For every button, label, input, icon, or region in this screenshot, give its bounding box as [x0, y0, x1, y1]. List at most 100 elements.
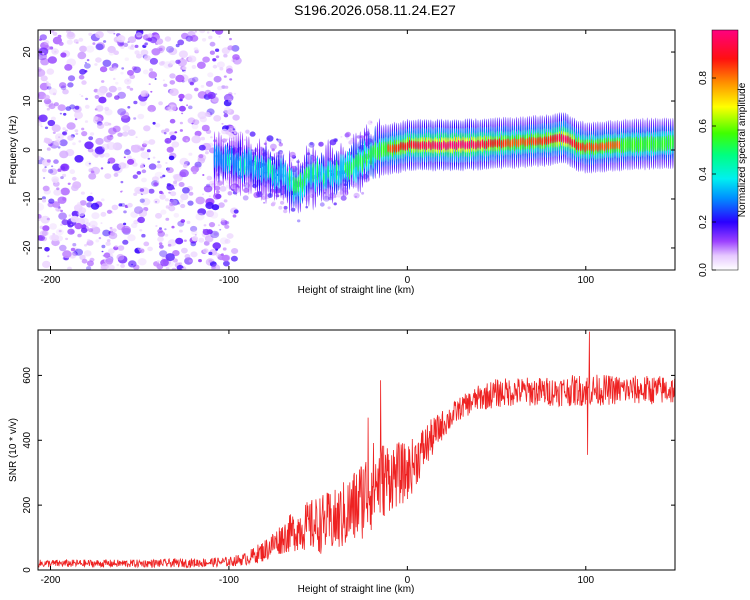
spectrogram-cell — [393, 144, 396, 153]
spectrogram-cell — [81, 258, 88, 264]
spectrogram-cell — [229, 37, 232, 41]
spectrogram-cell — [345, 131, 351, 137]
spectrogram-cell — [562, 134, 565, 143]
spectrogram-cell — [85, 161, 92, 167]
spectrogram-cell — [40, 75, 48, 82]
spectrogram-cell — [38, 114, 48, 123]
spectrogram-cell — [177, 220, 185, 227]
spectrogram-cell — [154, 78, 157, 80]
spectrogram-cell — [66, 122, 76, 130]
spectrogram-cell — [340, 136, 343, 138]
spectrogram-cell — [48, 198, 55, 204]
spectrogram-cell — [329, 160, 332, 186]
spectrogram-cell — [157, 228, 163, 234]
spectrogram-cell — [318, 141, 324, 147]
spectrogram-cell — [120, 202, 126, 207]
spectrogram-cell — [590, 142, 593, 152]
spectrogram-cell — [577, 141, 580, 151]
spectrogram-cell — [79, 68, 87, 75]
spectrogram-cell — [582, 142, 584, 151]
spectrogram-cell — [90, 166, 101, 175]
y-tick-label: -20 — [22, 240, 33, 255]
spectrogram-cell — [181, 80, 185, 83]
spectrogram-cell — [316, 161, 319, 181]
spectrogram-cell — [108, 85, 117, 93]
spectrogram-cell — [620, 137, 623, 154]
spectrogram-cell — [169, 60, 176, 66]
spectrogram-cell — [197, 111, 207, 120]
spectrogram-cell — [86, 195, 94, 202]
spectrogram-cell — [120, 71, 124, 75]
y-tick-label: 0 — [22, 567, 33, 573]
spectrogram-cell — [79, 93, 82, 96]
spectrogram-cell — [661, 136, 663, 152]
spectrogram-cell — [84, 120, 89, 123]
spectrogram-cell — [141, 177, 147, 183]
spectrogram-cell — [290, 167, 293, 192]
y-tick-label: 400 — [22, 431, 33, 448]
spectrogram-cell — [252, 160, 254, 180]
spectrogram-cell — [648, 136, 651, 153]
spectrogram-cell — [295, 177, 297, 194]
spectrogram-cell — [166, 46, 174, 53]
spectrogram-cell — [308, 166, 310, 182]
spectrogram-cell — [175, 59, 181, 64]
spectrogram-cell — [221, 254, 230, 262]
spectrogram-cell — [123, 222, 127, 226]
spectrogram-cell — [112, 66, 118, 71]
spectrogram-cell — [67, 135, 74, 141]
spectrogram-cell — [208, 222, 216, 228]
spectrogram-cell — [154, 171, 164, 180]
spectrogram-cell — [74, 111, 83, 119]
spectrogram-cell — [223, 199, 228, 203]
spectrogram-cell — [184, 239, 187, 242]
spectrogram-cell — [127, 202, 133, 208]
spectrogram-cell — [87, 238, 91, 242]
spectrogram-cell — [215, 55, 220, 59]
spectrogram-cell — [353, 157, 355, 170]
spectrogram-cell — [359, 153, 361, 167]
spectrogram-cell — [354, 195, 357, 198]
spectrogram-cell — [86, 266, 92, 270]
spectrogram-cell — [323, 172, 325, 186]
spectrogram-cell — [177, 202, 181, 205]
spectrogram-cell — [90, 226, 101, 235]
spectrogram-cell — [61, 219, 69, 226]
spectrogram-cell — [39, 230, 48, 237]
spectrogram-cell — [472, 140, 475, 150]
spectrogram-cell — [223, 107, 232, 114]
spectrogram-cell — [363, 150, 366, 164]
spectrogram-cell — [333, 195, 337, 198]
spectrogram-cell — [224, 238, 231, 244]
spectrogram-cell — [146, 149, 151, 153]
spectrogram-cell — [286, 171, 289, 191]
spectrogram-cell — [98, 96, 107, 104]
spectrogram-cell — [214, 185, 221, 191]
spectrogram-cell — [75, 132, 79, 135]
snr-frame — [37, 329, 676, 571]
spectrogram-cell — [169, 202, 174, 207]
spectrogram-cell — [90, 132, 95, 136]
spectrogram-cell — [107, 264, 115, 270]
spectrogram-cell — [65, 129, 68, 132]
spectrogram-cell — [179, 98, 183, 102]
spectrogram-cell — [164, 128, 170, 133]
spectrogram-cell — [370, 145, 372, 166]
spectrogram-cell — [477, 139, 479, 149]
spectrogram-cell — [96, 121, 103, 126]
spectrogram-cell — [42, 185, 50, 192]
spectrogram-cell — [153, 182, 159, 187]
spectrogram-cell — [348, 140, 354, 145]
spectrogram-cell — [217, 181, 223, 186]
spectrogram-cell — [218, 202, 225, 208]
spectrogram-cell — [226, 153, 229, 167]
spectrogram-cell — [178, 105, 186, 112]
spectrogram-cell — [186, 104, 189, 107]
spectrogram-cell — [271, 148, 275, 152]
spectrogram-cell — [152, 121, 156, 125]
spectrogram-cell — [38, 218, 41, 221]
spectrogram-cell — [180, 219, 186, 223]
spectrogram-cell — [184, 254, 191, 259]
spectrogram-cell — [103, 40, 107, 43]
spectrogram-cell — [254, 154, 257, 171]
